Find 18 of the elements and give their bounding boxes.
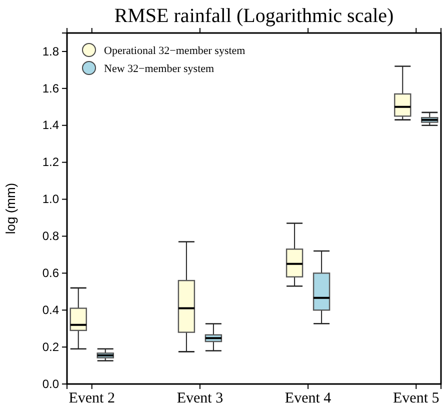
y-tick-label: 1.0 [42,192,60,206]
y-axis-title: log (mm) [3,182,18,234]
y-tick-label: 0.6 [42,266,60,280]
y-tick-label: 1.4 [42,118,60,132]
y-tick-label: 1.2 [42,155,60,170]
chart-title: RMSE rainfall (Logarithmic scale) [114,5,394,27]
y-tick-label: 1.8 [42,44,60,58]
y-tick-label: 1.6 [42,81,60,96]
y-tick-label: 0.0 [42,376,60,391]
y-tick-label: 0.4 [42,302,60,317]
x-tick-label: Event 2 [68,390,115,407]
x-tick-label: Event 5 [393,390,440,407]
legend-label: Operational 32−member system [104,45,246,57]
x-tick-label: Event 3 [176,390,224,407]
legend-label: New 32−member system [104,63,215,75]
y-tick-label: 0.8 [42,229,60,244]
x-tick-label: Event 4 [284,390,332,407]
y-tick-label: 0.2 [42,340,60,354]
